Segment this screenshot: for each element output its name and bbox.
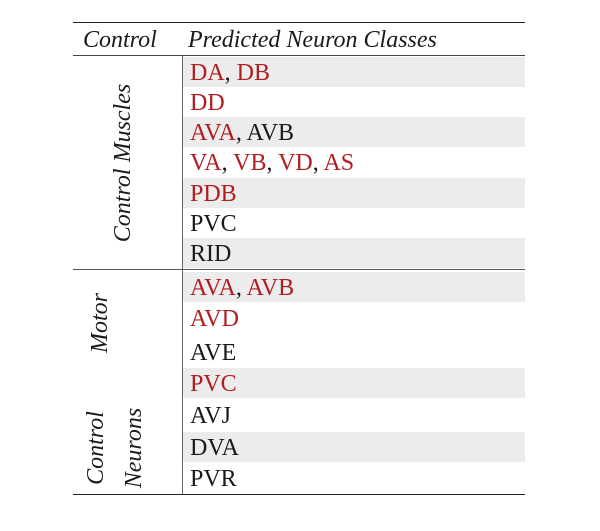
neuron-class-text: , — [312, 150, 324, 176]
table-row: AVD — [183, 303, 525, 333]
neuron-class-text: VB — [233, 150, 267, 176]
table-row: PDB — [183, 178, 525, 208]
row-text: VA, VB, VD, AS — [190, 148, 354, 178]
group-label-control: Control — [83, 411, 109, 485]
group-label-control-muscles: Control Muscles — [110, 83, 136, 243]
neuron-class-text: AS — [323, 150, 355, 176]
row-text: PVC — [190, 209, 237, 239]
table-row: DVA — [183, 432, 525, 462]
neuron-class-text: PVC — [190, 371, 237, 397]
table-row: VA, VB, VD, AS — [183, 147, 525, 177]
neuron-class-text: , — [221, 150, 234, 176]
row-text: PDB — [190, 179, 237, 209]
table-row: DD — [183, 87, 525, 117]
neuron-class-text: , AVB — [235, 120, 295, 146]
neuron-class-text: , — [224, 60, 237, 86]
header-predicted-neuron-classes: Predicted Neuron Classes — [188, 27, 437, 53]
table-top-rule — [73, 22, 525, 23]
neuron-class-text: PVC — [190, 211, 237, 237]
neuron-class-text: AVA — [190, 120, 236, 146]
row-text: PVR — [190, 464, 237, 494]
neuron-class-text: AVE — [190, 340, 237, 366]
table-row: AVJ — [183, 400, 525, 430]
header-control: Control — [83, 27, 157, 53]
table-row: PVC — [183, 208, 525, 238]
row-text: PVC — [190, 369, 237, 399]
neuron-class-text: DB — [236, 60, 271, 86]
neuron-class-table: Control Predicted Neuron Classes DA, DB … — [73, 22, 525, 495]
table-row: AVA, AVB — [183, 272, 525, 302]
row-text: AVJ — [190, 401, 231, 431]
group-label-neurons: Neurons — [121, 407, 147, 489]
group-separator-rule — [73, 269, 525, 270]
table-bottom-rule — [73, 494, 525, 495]
row-text: AVD — [190, 304, 239, 334]
neuron-class-text: VD — [278, 150, 313, 176]
neuron-class-text: , — [235, 275, 247, 301]
neuron-class-text: AVJ — [190, 403, 231, 429]
neuron-class-text: AVD — [190, 306, 239, 332]
table-row: RID — [183, 238, 525, 268]
row-text: AVE — [190, 338, 236, 368]
neuron-class-text: DD — [190, 90, 225, 116]
row-text: AVA, AVB — [190, 273, 294, 303]
row-text: DVA — [190, 433, 239, 463]
neuron-class-text: PDB — [190, 181, 237, 207]
neuron-class-text: , — [266, 150, 279, 176]
neuron-class-text: DVA — [190, 435, 239, 461]
row-text: AVA, AVB — [190, 118, 294, 148]
table-row: DA, DB — [183, 57, 525, 87]
neuron-class-text: DA — [190, 60, 225, 86]
neuron-class-text: VA — [190, 150, 222, 176]
neuron-class-text: RID — [190, 241, 232, 267]
header-rule — [73, 55, 525, 56]
row-text: RID — [190, 239, 231, 269]
column-divider — [182, 56, 183, 494]
group-label-motor: Motor — [87, 293, 113, 353]
table-row: AVA, AVB — [183, 117, 525, 147]
table-row: PVR — [183, 463, 525, 493]
neuron-class-text: AVA — [190, 275, 236, 301]
table-row: AVE — [183, 337, 525, 367]
neuron-class-text: AVB — [246, 275, 295, 301]
row-text: DA, DB — [190, 58, 270, 88]
table-row: PVC — [183, 368, 525, 398]
neuron-class-text: PVR — [190, 466, 237, 492]
row-text: DD — [190, 88, 225, 118]
